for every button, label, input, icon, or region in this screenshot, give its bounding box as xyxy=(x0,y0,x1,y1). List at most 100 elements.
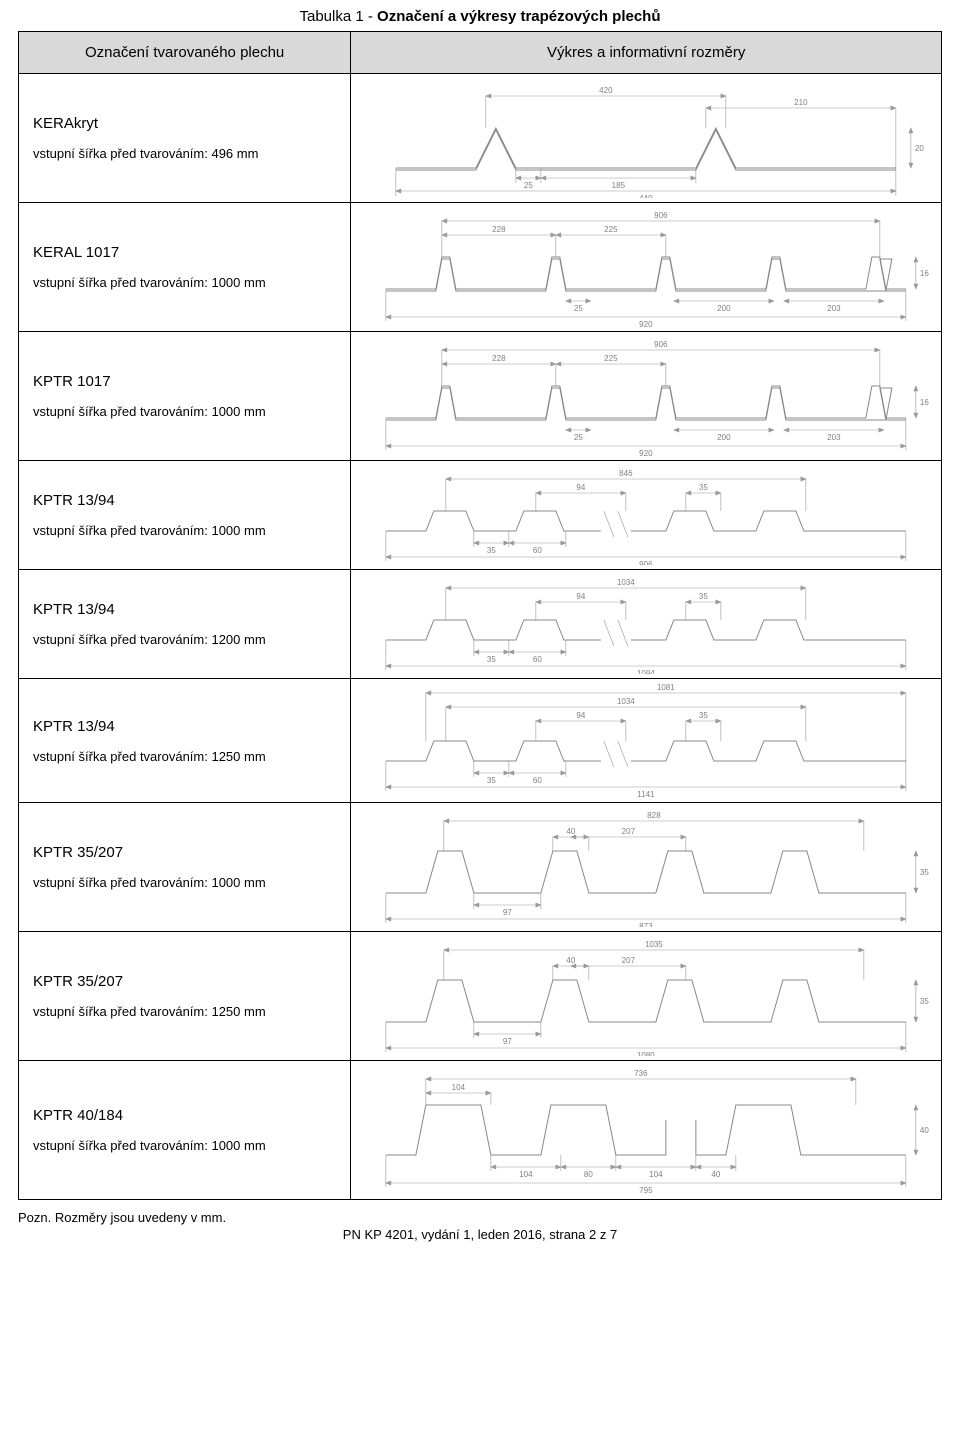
row-drawing-cell: 906 228 225 16 25 200 203 xyxy=(351,332,942,461)
svg-text:94: 94 xyxy=(577,592,586,601)
table-row: KPTR 40/184 vstupní šířka před tvarováním… xyxy=(19,1061,942,1200)
profile-drawing: 1081 1034 94 35 35 60 1141 xyxy=(357,683,935,798)
table-row: KERAkryt vstupní šířka před tvarováním: 4… xyxy=(19,74,942,203)
header-col2: Výkres a informativní rozměry xyxy=(351,32,942,74)
svg-text:104: 104 xyxy=(452,1083,466,1092)
svg-text:16: 16 xyxy=(920,398,929,407)
profile-name: KPTR 35/207 xyxy=(33,973,336,990)
svg-text:16: 16 xyxy=(920,269,929,278)
svg-text:94: 94 xyxy=(577,483,586,492)
profile-drawing: 906 228 225 16 25 200 203 xyxy=(357,336,935,456)
row-drawing-cell: 420 210 20 25 185 440 xyxy=(351,74,942,203)
profile-sub: vstupní šířka před tvarováním: 1000 mm xyxy=(33,1138,336,1153)
table-row: KPTR 13/94 vstupní šířka před tvarováním:… xyxy=(19,461,942,570)
svg-text:873: 873 xyxy=(639,922,653,927)
svg-text:60: 60 xyxy=(533,776,542,785)
svg-text:228: 228 xyxy=(492,225,506,234)
svg-text:1034: 1034 xyxy=(617,697,635,706)
profiles-table: Označení tvarovaného plechu Výkres a inf… xyxy=(18,31,942,1200)
svg-text:846: 846 xyxy=(619,469,633,478)
title-prefix: Tabulka 1 - xyxy=(299,8,377,25)
svg-text:60: 60 xyxy=(533,655,542,664)
table-row: KPTR 35/207 vstupní šířka před tvarováním… xyxy=(19,932,942,1061)
profile-sub: vstupní šířka před tvarováním: 1250 mm xyxy=(33,749,336,764)
profile-drawing: 736 104 40 104 80 104 40 xyxy=(357,1065,935,1195)
svg-text:207: 207 xyxy=(622,956,636,965)
row-label-cell: KPTR 40/184 vstupní šířka před tvarováním… xyxy=(19,1061,351,1200)
svg-text:60: 60 xyxy=(533,546,542,555)
svg-text:920: 920 xyxy=(639,320,653,327)
svg-text:1034: 1034 xyxy=(617,578,635,587)
svg-text:1035: 1035 xyxy=(645,940,663,949)
svg-text:40: 40 xyxy=(712,1170,721,1179)
svg-text:1081: 1081 xyxy=(657,683,675,692)
svg-text:906: 906 xyxy=(639,560,653,565)
footer-note: Pozn. Rozměry jsou uvedeny v mm. xyxy=(18,1210,942,1225)
row-drawing-cell: 828 40 207 35 97 873 xyxy=(351,803,942,932)
row-drawing-cell: 1034 94 35 35 60 1094 xyxy=(351,570,942,679)
svg-text:920: 920 xyxy=(639,449,653,456)
profile-name: KPTR 1017 xyxy=(33,373,336,390)
svg-text:35: 35 xyxy=(487,776,496,785)
row-label-cell: KPTR 1017vstupní šířka před tvarováním: … xyxy=(19,332,351,461)
table-row: KPTR 13/94vstupní šířka před tvarováním:… xyxy=(19,570,942,679)
profile-name: KPTR 35/207 xyxy=(33,844,336,861)
svg-text:40: 40 xyxy=(567,827,576,836)
svg-text:203: 203 xyxy=(827,304,841,313)
profile-drawing: 846 94 35 35 60 906 xyxy=(357,465,935,565)
profile-sub: vstupní šířka před tvarováním: 496 mm xyxy=(33,146,336,161)
svg-text:228: 228 xyxy=(492,354,506,363)
svg-text:200: 200 xyxy=(717,433,731,442)
svg-text:97: 97 xyxy=(503,1037,512,1046)
svg-text:225: 225 xyxy=(604,354,618,363)
profile-name: KPTR 13/94 xyxy=(33,601,336,618)
profile-name: KERAkryt xyxy=(33,115,336,132)
table-row: KPTR 35/207vstupní šířka před tvarováním… xyxy=(19,803,942,932)
svg-text:736: 736 xyxy=(634,1069,648,1078)
svg-text:40: 40 xyxy=(920,1126,929,1135)
svg-text:25: 25 xyxy=(574,433,583,442)
header-col1: Označení tvarovaného plechu xyxy=(19,32,351,74)
svg-text:795: 795 xyxy=(639,1186,653,1195)
row-label-cell: KERAL 1017vstupní šířka před tvarováním:… xyxy=(19,203,351,332)
row-drawing-cell: 1081 1034 94 35 35 60 1141 xyxy=(351,679,942,803)
svg-text:35: 35 xyxy=(699,711,708,720)
svg-text:906: 906 xyxy=(654,211,668,220)
table-row: KERAL 1017vstupní šířka před tvarováním:… xyxy=(19,203,942,332)
row-label-cell: KPTR 35/207 vstupní šířka před tvarováním… xyxy=(19,932,351,1061)
svg-text:1141: 1141 xyxy=(638,790,656,798)
footer-center: PN KP 4201, vydání 1, leden 2016, strana… xyxy=(18,1227,942,1242)
profile-sub: vstupní šířka před tvarováním: 1250 mm xyxy=(33,1004,336,1019)
svg-text:104: 104 xyxy=(649,1170,663,1179)
svg-text:1080: 1080 xyxy=(637,1051,655,1056)
svg-text:80: 80 xyxy=(584,1170,593,1179)
row-drawing-cell: 736 104 40 104 80 104 40 xyxy=(351,1061,942,1200)
profile-name: KPTR 13/94 xyxy=(33,492,336,509)
svg-text:35: 35 xyxy=(487,546,496,555)
title-bold: Označení a výkresy trapézových plechů xyxy=(377,8,660,25)
profile-sub: vstupní šířka před tvarováním: 1000 mm xyxy=(33,523,336,538)
profile-name: KERAL 1017 xyxy=(33,244,336,261)
svg-text:210: 210 xyxy=(794,98,808,107)
profile-name: KPTR 13/94 xyxy=(33,718,336,735)
table-header-row: Označení tvarovaného plechu Výkres a inf… xyxy=(19,32,942,74)
svg-text:97: 97 xyxy=(503,908,512,917)
table-row: KPTR 1017vstupní šířka před tvarováním: … xyxy=(19,332,942,461)
row-label-cell: KERAkryt vstupní šířka před tvarováním: 4… xyxy=(19,74,351,203)
row-label-cell: KPTR 13/94vstupní šířka před tvarováním:… xyxy=(19,570,351,679)
svg-text:185: 185 xyxy=(612,181,626,190)
svg-text:25: 25 xyxy=(574,304,583,313)
profile-drawing: 420 210 20 25 185 440 xyxy=(357,78,935,198)
profile-name: KPTR 40/184 xyxy=(33,1107,336,1124)
svg-text:104: 104 xyxy=(519,1170,533,1179)
svg-text:440: 440 xyxy=(639,194,653,198)
svg-text:35: 35 xyxy=(699,592,708,601)
row-drawing-cell: 906 228 225 16 25 200 203 xyxy=(351,203,942,332)
row-label-cell: KPTR 35/207vstupní šířka před tvarováním… xyxy=(19,803,351,932)
svg-text:225: 225 xyxy=(604,225,618,234)
svg-text:35: 35 xyxy=(487,655,496,664)
row-label-cell: KPTR 13/94 vstupní šířka před tvarováním:… xyxy=(19,461,351,570)
svg-text:828: 828 xyxy=(647,811,661,820)
svg-text:200: 200 xyxy=(717,304,731,313)
profile-drawing: 1035 40 207 35 97 1080 xyxy=(357,936,935,1056)
